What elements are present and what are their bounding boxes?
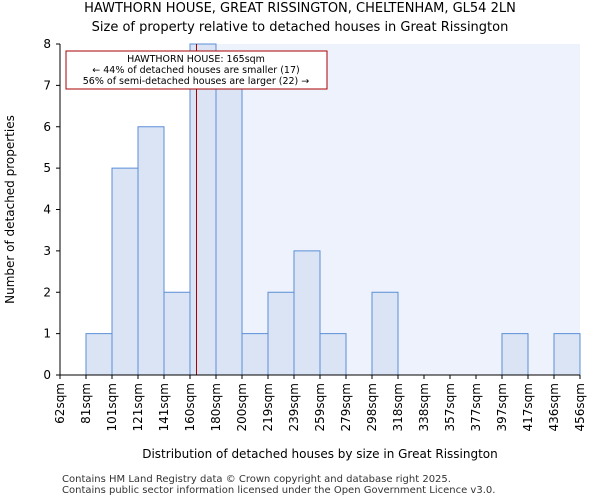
x-tick-label: 338sqm xyxy=(417,383,431,431)
x-axis-label: Distribution of detached houses by size … xyxy=(142,447,498,461)
bar-121sqm xyxy=(137,126,165,376)
x-tick-label: 219sqm xyxy=(261,383,275,431)
x-tick-label: 417sqm xyxy=(521,383,535,431)
bar-81sqm xyxy=(85,333,113,376)
x-tick-label: 81sqm xyxy=(79,383,93,424)
x-tick-label: 318sqm xyxy=(391,383,405,431)
x-tick-label: 62sqm xyxy=(53,383,67,424)
annotation-line-3: 56% of semi-detached houses are larger (… xyxy=(83,76,310,87)
x-tick-label: 456sqm xyxy=(573,383,587,431)
footer-line-1: Contains HM Land Registry data © Crown c… xyxy=(62,474,451,485)
y-tick-label: 4 xyxy=(43,203,51,217)
x-tick-label: 239sqm xyxy=(287,383,301,431)
x-tick-label: 298sqm xyxy=(365,383,379,431)
bar-141sqm xyxy=(163,291,191,376)
x-tick-label: 279sqm xyxy=(339,383,353,431)
x-tick-label: 141sqm xyxy=(157,383,171,431)
x-tick-label: 377sqm xyxy=(469,383,483,431)
x-tick-label: 160sqm xyxy=(183,383,197,431)
bar-180sqm xyxy=(215,84,243,376)
bar-436sqm xyxy=(553,333,581,376)
y-tick-label: 1 xyxy=(43,327,51,341)
bar-101sqm xyxy=(111,167,139,376)
bar-298sqm xyxy=(371,291,399,376)
y-axis-label: Number of detached properties xyxy=(3,115,17,304)
x-tick-label: 121sqm xyxy=(131,383,145,431)
x-tick-label: 180sqm xyxy=(209,383,223,431)
bar-160sqm xyxy=(189,43,217,376)
annotation-line-1: HAWTHORN HOUSE: 165sqm xyxy=(127,54,265,65)
bar-239sqm xyxy=(293,250,321,376)
x-tick-label: 357sqm xyxy=(443,383,457,431)
bar-259sqm xyxy=(319,333,347,376)
x-tick-label: 436sqm xyxy=(547,383,561,431)
annotation-frame xyxy=(65,50,328,90)
annotation-line-2: ← 44% of detached houses are smaller (17… xyxy=(92,65,299,76)
chart-title: HAWTHORN HOUSE, GREAT RISSINGTON, CHELTE… xyxy=(84,1,516,16)
x-tick-label: 259sqm xyxy=(313,383,327,431)
annotation-box: HAWTHORN HOUSE: 165sqm ← 44% of detached… xyxy=(65,50,328,90)
y-tick-label: 5 xyxy=(43,161,51,175)
x-tick-label: 200sqm xyxy=(235,383,249,431)
y-tick-label: 2 xyxy=(43,285,51,299)
x-tick-label: 397sqm xyxy=(495,383,509,431)
y-tick-label: 0 xyxy=(43,368,51,382)
y-tick-label: 6 xyxy=(43,120,51,134)
bar-219sqm xyxy=(267,291,295,376)
chart-subtitle: Size of property relative to detached ho… xyxy=(91,20,509,35)
x-tick-label: 101sqm xyxy=(105,383,119,431)
footer-line-2: Contains public sector information licen… xyxy=(62,485,496,496)
y-tick-label: 8 xyxy=(43,37,51,51)
y-tick-label: 3 xyxy=(43,244,51,258)
bar-397sqm xyxy=(501,333,529,376)
bar-200sqm xyxy=(241,333,269,376)
y-tick-label: 7 xyxy=(43,78,51,92)
